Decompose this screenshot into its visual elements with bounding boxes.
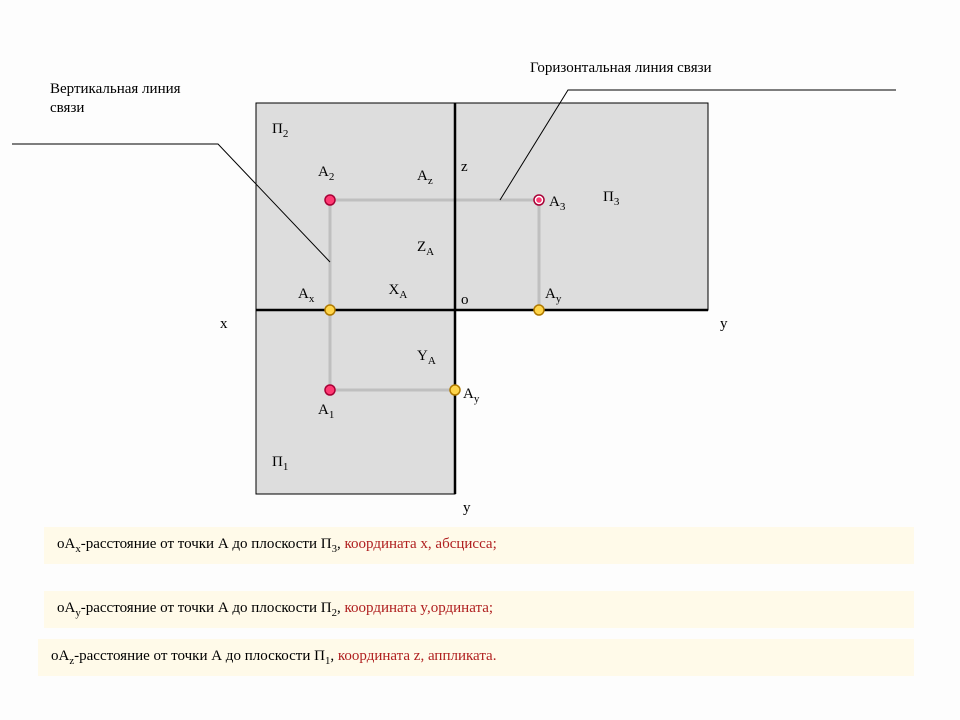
- label-y-down: y: [463, 500, 471, 516]
- caption-1: оАx-расстояние от точки А до плоскости П…: [44, 527, 914, 564]
- caption-3: оАz-расстояние от точки А до плоскости П…: [38, 639, 914, 676]
- label-y-right: y: [720, 316, 728, 332]
- label-ay-down: Ay: [463, 386, 480, 405]
- label-x: x: [220, 316, 228, 332]
- vertical-callout-label: Вертикальная линия связи: [50, 80, 181, 118]
- label-z: z: [461, 159, 468, 175]
- diagram-svg: П2П3П1A2AzA3AxAyA1AyozxyyXAYAZA: [0, 0, 960, 520]
- caption-2: оАy-расстояние от точки А до плоскости П…: [44, 591, 914, 628]
- horizontal-callout-label: Горизонтальная линия связи: [530, 60, 712, 77]
- label-o: o: [461, 292, 469, 308]
- panel-p3: [455, 103, 708, 310]
